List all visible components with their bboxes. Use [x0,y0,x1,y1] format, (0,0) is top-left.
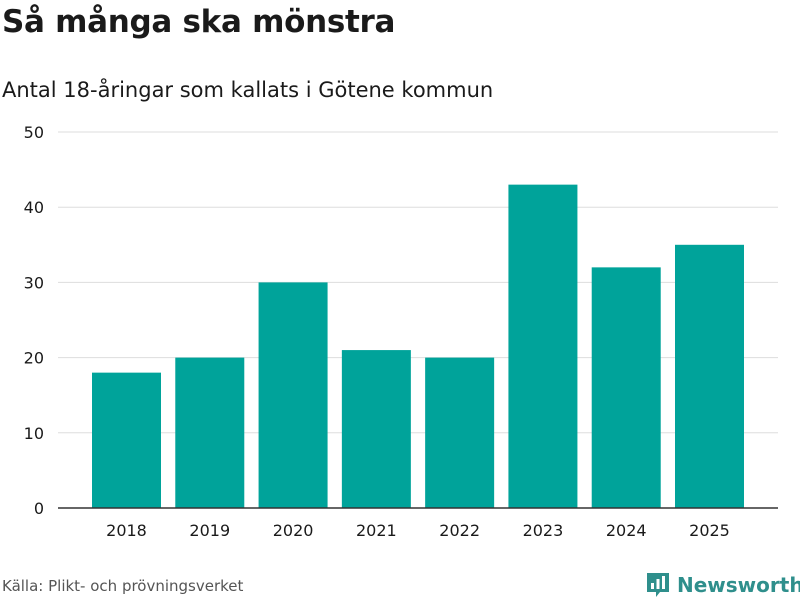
y-axis-ticks: 0 10 20 30 40 50 [24,123,44,518]
gridlines [58,131,778,434]
bar-2025 [675,244,744,509]
x-tick-label: 2020 [273,521,314,540]
newsworthy-logo: Newsworthy [645,570,800,600]
x-tick-label: 2023 [523,521,564,540]
x-tick-label: 2025 [689,521,730,540]
bar-2020 [258,282,328,508]
bar-2021 [341,350,411,508]
y-tick-label: 20 [24,349,44,368]
x-tick-label: 2018 [106,521,147,540]
x-axis-ticks: 2018 2019 2020 2021 2022 2023 2024 2025 [106,521,730,540]
newsworthy-logo-icon [647,573,669,597]
x-tick-label: 2024 [606,521,647,540]
x-tick-label: 2019 [189,521,230,540]
bar-2024 [591,267,661,508]
y-tick-label: 40 [24,198,44,217]
newsworthy-logo-text: Newsworthy [677,573,800,597]
y-tick-label: 10 [24,424,44,443]
chart-subtitle: Antal 18-åringar som kallats i Götene ko… [2,78,494,102]
x-tick-label: 2021 [356,521,397,540]
source-note: Källa: Plikt- och prövningsverket [2,577,244,595]
bars [92,184,744,509]
x-tick-label: 2022 [439,521,480,540]
bar-2022 [425,357,495,508]
y-tick-label: 50 [24,123,44,142]
y-tick-label: 30 [24,273,44,292]
chart-title: Så många ska mönstra [2,4,396,40]
y-tick-label: 0 [34,499,44,518]
bar-2023 [508,184,578,508]
bar-2019 [175,357,245,508]
bar-2018 [92,372,161,508]
